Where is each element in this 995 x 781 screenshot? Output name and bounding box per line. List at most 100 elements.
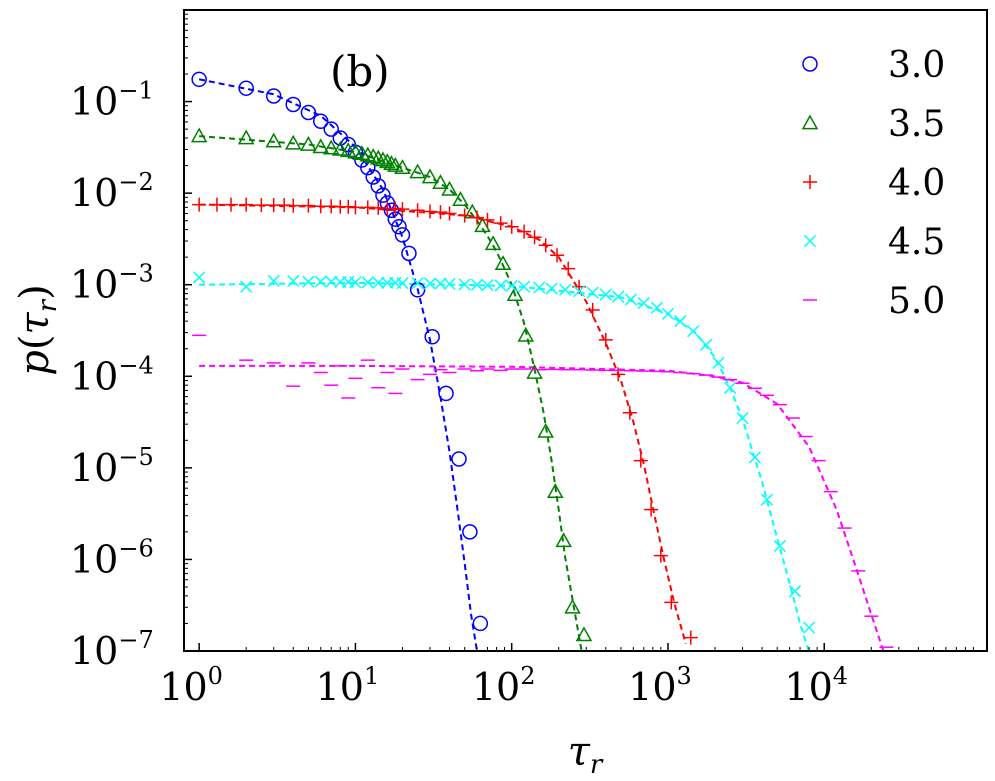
data-point-series-1 [462,524,478,540]
data-point-series-4 [443,277,456,291]
data-point-series-3 [664,595,679,610]
fit-line-series-3 [199,203,687,644]
data-point-series-4 [788,585,802,598]
data-point-series-1 [323,121,339,137]
data-point-series-1 [394,227,411,243]
data-point-series-3 [653,548,668,563]
data-point-series-1 [375,187,391,203]
data-point-series-3 [254,198,269,213]
data-point-series-1 [451,451,467,467]
data-point-series-2 [506,286,524,301]
data-point-series-3 [410,203,425,218]
data-point-series-2 [484,235,502,251]
data-point-series-4 [481,278,494,292]
x-tick-label: 100 [159,662,223,709]
data-point-series-1 [383,202,400,219]
data-point-series-3 [585,302,600,317]
data-point-series-1 [365,169,381,185]
data-point-series-4 [505,279,518,293]
data-point-series-4 [458,278,471,291]
data-point-series-4 [372,276,385,289]
data-point-series-3 [633,453,648,468]
data-point-series-2 [452,191,469,206]
data-point-series-4 [533,281,546,294]
y-tick-label: 10−2 [70,168,154,215]
data-point-series-4 [699,338,713,352]
data-point-series-4 [674,315,687,328]
data-point-series-2 [474,217,491,233]
data-point-series-3 [433,205,448,220]
data-point-series-4 [712,356,725,370]
fit-line-series-5 [199,364,885,651]
data-point-series-4 [802,621,816,634]
data-point-series-1 [285,96,301,113]
data-point-series-4 [760,493,774,506]
data-point-series-2 [379,153,396,169]
data-point-series-3 [286,198,301,213]
data-point-series-4 [624,293,638,306]
legend-label-series-2: 3.5 [888,104,945,145]
y-tick-label: 10−4 [70,351,154,398]
data-point-series-1 [265,88,282,104]
y-axis-label: p(τr) [12,284,63,375]
data-point-series-2 [432,174,449,190]
panel-label: (b) [330,47,390,96]
legend-label-series-4: 4.5 [888,222,945,263]
data-point-series-1 [424,329,440,345]
data-point-series-4 [736,411,749,425]
data-point-series-1 [391,218,407,235]
data-point-series-2 [387,157,404,172]
data-point-series-3 [504,219,519,234]
data-point-series-2 [526,363,543,379]
data-point-series-2 [374,151,392,167]
data-point-series-2 [564,598,581,614]
data-point-series-2 [409,163,426,179]
data-point-series-1 [401,245,417,262]
data-point-series-2 [517,326,535,342]
data-point-series-4 [612,290,625,303]
data-point-series-3 [683,630,698,645]
data-point-series-4 [724,381,737,394]
data-point-series-3 [470,210,485,225]
data-point-series-4 [586,286,599,299]
data-point-series-3 [561,261,576,276]
data-point-series-2 [421,168,439,184]
data-point-series-2 [394,159,411,174]
data-point-series-4 [572,285,586,298]
data-point-series-4 [650,301,664,314]
data-point-series-2 [364,148,382,164]
data-point-series-2 [339,142,357,158]
data-point-series-4 [494,279,507,292]
data-point-series-2 [546,483,564,498]
data-point-series-2 [537,422,554,438]
data-point-series-4 [599,288,612,301]
data-point-series-4 [267,274,280,288]
data-point-series-3 [209,197,224,212]
data-point-series-1 [238,80,254,96]
data-point-series-1 [438,385,454,402]
data-point-series-1 [300,104,317,121]
data-point-series-2 [383,155,400,170]
data-point-series-3 [493,216,508,231]
data-point-series-4 [423,277,437,290]
data-point-series-1 [370,178,387,194]
data-point-series-4 [361,276,374,289]
data-point-series-2 [575,626,593,642]
data-point-series-4 [396,277,409,290]
y-tick-label: 10−5 [70,443,154,490]
data-point-series-4 [517,280,531,293]
data-point-series-4 [325,275,338,288]
legend: 3.0 3.5 4.0 4.5 5.0 [801,45,945,322]
data-point-series-3 [517,224,532,239]
data-point-series-4 [470,278,484,291]
data-point-series-4 [193,271,206,284]
data-point-series-3 [239,197,254,212]
data-point-series-4 [434,277,447,290]
x-tick-label: 104 [784,662,848,709]
fit-line-series-1 [198,78,478,651]
y-tick-label: 10−7 [70,626,154,673]
data-point-series-3 [192,197,207,212]
data-point-series-2 [369,149,387,165]
data-point-series-2 [190,127,208,143]
